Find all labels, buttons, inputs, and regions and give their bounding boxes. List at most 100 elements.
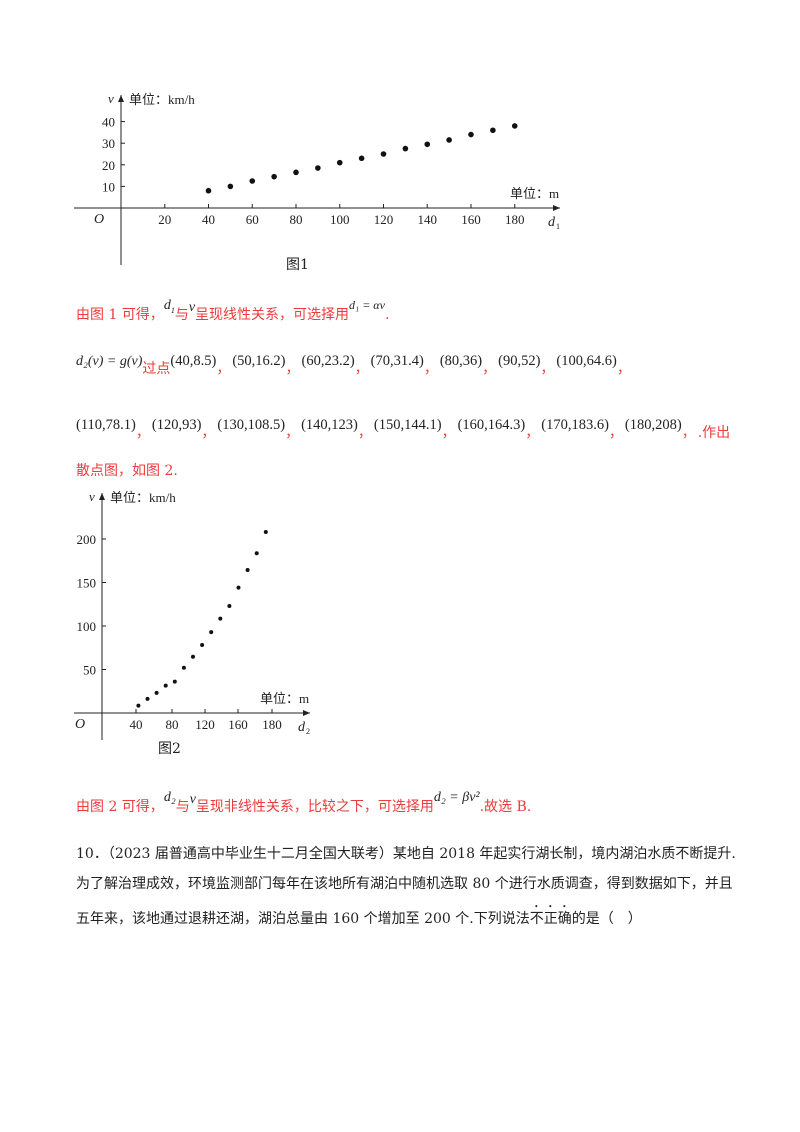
figure-2-scatter: O 40 80 120 160 180 50 100 150 200 v 单位：km/h 单位：m d 2 — [74, 489, 310, 740]
data-point — [315, 165, 321, 171]
data-point — [424, 141, 431, 148]
data-point — [145, 696, 150, 701]
coordinate-point: (90,52) — [498, 353, 541, 369]
conclusion-line-2: 由图 2 可得，d₂与v呈现非线性关系，比较之下，可选择用d₂ = βv².故选… — [76, 790, 531, 816]
comma: ， — [441, 425, 456, 441]
coordinate-point: (60,23.2) — [301, 353, 355, 369]
x-tick-label: 80 — [290, 212, 303, 227]
origin-label: O — [94, 212, 104, 227]
y-tick-label: 30 — [102, 136, 115, 151]
math-d1: d — [163, 298, 171, 313]
x-tick-label: 180 — [505, 212, 525, 227]
data-point — [205, 187, 212, 194]
points-line-2: (110,78.1)， (120,93)， (130,108.5)， (140,123… — [76, 414, 730, 441]
conclusion-line-1: 由图 1 可得，d1与v呈现线性关系，可选择用d₁ = αv. — [76, 298, 390, 325]
points-row-1: (40,8.5)， (50,16.2)， (60,23.2)， (70,31.4)，(… — [170, 350, 632, 377]
coordinate-point: (140,123) — [301, 417, 358, 433]
data-point — [191, 654, 195, 659]
coordinate-point: (80,36) — [439, 353, 483, 369]
data-point — [154, 690, 159, 695]
data-point — [254, 551, 259, 556]
x-axis-label-sub: 1 — [556, 222, 560, 231]
text-line-3: 散点图，如图 2. — [76, 463, 178, 479]
coordinate-point: (130,108.5) — [217, 417, 286, 433]
y-axis-arrow — [118, 95, 124, 102]
data-point — [136, 703, 141, 708]
y-unit-label: 单位：km/h — [129, 92, 195, 107]
y-axis-label: v — [89, 489, 95, 504]
data-point — [163, 683, 168, 688]
data-point — [293, 169, 299, 176]
x-axis-label: d — [298, 720, 306, 735]
origin-label: O — [75, 717, 85, 732]
text: .作出 — [697, 425, 731, 441]
data-point — [209, 630, 214, 635]
comma: ， — [482, 361, 497, 377]
formula-d1: d₁ = αv — [349, 298, 385, 312]
x-axis-arrow — [553, 205, 560, 211]
x-tick-label: 160 — [461, 212, 481, 227]
data-point — [249, 178, 256, 184]
x-tick-label: 140 — [418, 212, 438, 227]
x-tick-label: 40 — [202, 212, 215, 227]
comma: ， — [681, 425, 696, 441]
coordinate-point: (180,208) — [624, 417, 682, 433]
data-point — [227, 183, 234, 190]
x-unit-label: 单位：m — [510, 186, 559, 201]
y-unit-label: 单位：km/h — [110, 490, 176, 505]
comma: ， — [525, 425, 540, 441]
data-point — [380, 151, 387, 157]
formula-d2-g: d₂(v) = g(v) — [76, 354, 143, 369]
math-v: v — [189, 792, 196, 807]
data-point — [358, 155, 365, 162]
coordinate-point: (50,16.2) — [232, 353, 286, 369]
formula-d2: d₂ = βv² — [433, 790, 480, 805]
text: 的是（ ） — [571, 911, 642, 927]
data-point — [336, 159, 343, 166]
comma: ， — [540, 361, 555, 377]
comma: ， — [354, 361, 369, 377]
comma: ， — [285, 361, 300, 377]
math-sub: 1 — [170, 306, 175, 316]
x-tick-label: 120 — [374, 212, 394, 227]
data-point — [468, 131, 474, 138]
x-tick-label: 180 — [262, 717, 282, 732]
coordinate-point: (150,144.1) — [373, 417, 442, 433]
text: 五年来，该地通过退耕还湖，湖泊总量由 160 个增加至 200 个.下列说法 — [76, 911, 530, 927]
comma: ， — [201, 425, 216, 441]
text: 与 — [175, 799, 190, 815]
question-10-line-2: 为了解治理成效，环境监测部门每年在该地所有湖泊中随机选取 80 个进行水质调查，… — [76, 876, 733, 892]
data-point — [271, 173, 277, 180]
emphasized-not-correct: 不正确 — [529, 911, 572, 927]
y-tick-label: 20 — [102, 158, 115, 173]
coordinate-point: (120,93) — [151, 417, 202, 433]
data-point — [236, 585, 241, 590]
text: 与 — [174, 307, 189, 323]
data-point — [263, 530, 268, 535]
data-point — [490, 127, 496, 134]
data-point — [200, 643, 205, 648]
y-tick-label: 40 — [102, 115, 115, 130]
data-point — [402, 145, 409, 152]
x-tick-label: 80 — [166, 717, 179, 732]
comma: ， — [135, 425, 150, 441]
x-axis-label: d — [548, 215, 556, 230]
y-tick-label: 10 — [102, 179, 115, 194]
points-line-1: d₂(v) = g(v)过点(40,8.5)， (50,16.2)， (60,23.… — [76, 350, 633, 377]
figure-1-caption: 图1 — [286, 257, 309, 273]
question-10-line-3: 五年来，该地通过退耕还湖，湖泊总量由 160 个增加至 200 个.下列说法不正… — [76, 903, 642, 928]
data-point — [446, 137, 452, 143]
x-tick-label: 120 — [195, 717, 215, 732]
text: 由图 2 可得， — [76, 799, 164, 815]
y-tick-label: 50 — [83, 663, 96, 678]
math-d2: d₂ — [163, 790, 176, 805]
y-axis-label: v — [108, 91, 114, 106]
text: 过点 — [142, 361, 171, 377]
comma: ， — [608, 425, 623, 441]
data-point — [245, 568, 250, 573]
y-tick-label: 100 — [77, 619, 97, 634]
coordinate-point: (110,78.1) — [76, 417, 136, 433]
x-tick-label: 160 — [228, 717, 248, 732]
text: . — [384, 307, 390, 323]
text: 呈现线性关系，可选择用 — [195, 307, 350, 323]
